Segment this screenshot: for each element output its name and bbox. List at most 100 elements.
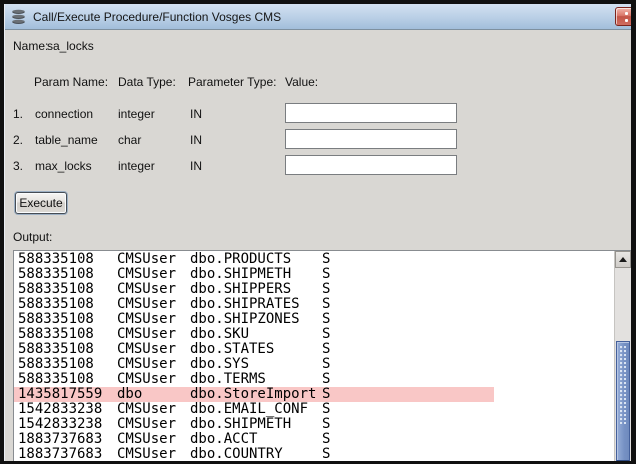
output-cell: S	[322, 266, 331, 282]
output-cell: S	[322, 431, 331, 447]
scrollbar-thumb[interactable]	[616, 341, 630, 461]
database-icon	[12, 9, 25, 24]
output-cell: dbo.SYS	[190, 356, 250, 372]
header-value: Value:	[285, 75, 319, 89]
output-row-highlighted[interactable]: 1435817559 dbo dbo.StoreImport S	[14, 387, 494, 402]
output-cell: S	[322, 371, 331, 387]
param-row-1-name: connection	[35, 107, 94, 121]
output-cell: dbo.PRODUCTS	[190, 251, 292, 267]
vertical-scrollbar[interactable]	[614, 251, 631, 461]
output-cell: CMSUser	[117, 266, 177, 282]
output-cell: CMSUser	[117, 446, 177, 462]
output-label: Output:	[13, 230, 53, 244]
output-cell: CMSUser	[117, 281, 177, 297]
output-cell: 588335108	[18, 326, 94, 342]
output-cell: CMSUser	[117, 401, 177, 417]
output-cell: dbo	[117, 386, 143, 402]
param-row-2-parameter-type: IN	[190, 133, 202, 147]
output-cell: 588335108	[18, 371, 94, 387]
dialog-client-area: Name: sa_locks Param Name: Data Type: Pa…	[5, 30, 631, 461]
output-row[interactable]: 588335108 CMSUser dbo.SYS S	[14, 357, 614, 372]
param-row-2-data-type: char	[118, 133, 142, 147]
output-row[interactable]: 588335108 CMSUser dbo.SHIPPERS S	[14, 282, 614, 297]
output-cell: S	[322, 281, 331, 297]
output-row[interactable]: 588335108 CMSUser dbo.SHIPMETH S	[14, 267, 614, 282]
output-cell: S	[322, 341, 331, 357]
output-cell: 588335108	[18, 356, 94, 372]
output-cell: 588335108	[18, 341, 94, 357]
param-row-3-index: 3.	[13, 159, 24, 173]
output-cell: dbo.TERMS	[190, 371, 266, 387]
output-cell: CMSUser	[117, 416, 177, 432]
window-title: Call/Execute Procedure/Function Vosges C…	[33, 9, 282, 24]
output-cell: CMSUser	[117, 311, 177, 327]
output-row[interactable]: 1883737683 CMSUser dbo.COUNTRY S	[14, 446, 614, 462]
output-cell: S	[322, 356, 331, 372]
output-cell: 1883737683	[18, 431, 103, 447]
output-row[interactable]: 588335108 CMSUser dbo.SKU S	[14, 327, 614, 342]
output-row[interactable]: 588335108 CMSUser dbo.STATES S	[14, 342, 614, 357]
scroll-up-button[interactable]	[615, 251, 631, 268]
output-cell: 588335108	[18, 296, 94, 312]
scroll-up-arrow-icon	[619, 257, 627, 262]
output-row[interactable]: 588335108 CMSUser dbo.PRODUCTS S	[14, 252, 614, 267]
output-cell: CMSUser	[117, 371, 177, 387]
output-cell: dbo.StoreImport	[190, 386, 317, 402]
param-row-2-index: 2.	[13, 133, 24, 147]
output-row[interactable]: 588335108 CMSUser dbo.SHIPZONES S	[14, 312, 614, 327]
output-cell: S	[322, 311, 331, 327]
output-cell: 1435817559	[18, 386, 103, 402]
output-row[interactable]: 1883737683 CMSUser dbo.ACCT S	[14, 432, 614, 447]
param-value-input-3[interactable]	[285, 155, 457, 175]
name-label: Name:	[13, 39, 49, 53]
output-cell: 588335108	[18, 281, 94, 297]
output-cell: S	[322, 251, 331, 267]
output-cell: CMSUser	[117, 251, 177, 267]
output-cell: 1542833238	[18, 416, 103, 432]
param-value-input-1[interactable]	[285, 103, 457, 123]
param-row-1-index: 1.	[13, 107, 24, 121]
output-cell: S	[322, 416, 331, 432]
param-row-2-name: table_name	[35, 133, 98, 147]
output-cell: CMSUser	[117, 356, 177, 372]
output-list[interactable]: 588335108 CMSUser dbo.PRODUCTS S 588335108 CM…	[13, 250, 631, 461]
procedure-name-value: sa_locks	[47, 39, 94, 53]
param-row-1-parameter-type: IN	[190, 107, 202, 121]
output-cell: S	[322, 386, 331, 402]
output-cell: dbo.SHIPMETH	[190, 266, 292, 282]
output-row[interactable]: 588335108 CMSUser dbo.TERMS S	[14, 372, 614, 387]
header-param-name: Param Name:	[34, 75, 109, 89]
dialog-window: Call/Execute Procedure/Function Vosges C…	[4, 4, 631, 461]
output-cell: 588335108	[18, 266, 94, 282]
param-row-1-data-type: integer	[118, 107, 155, 121]
param-row-3-parameter-type: IN	[190, 159, 202, 173]
output-row[interactable]: 1542833238 CMSUser dbo.EMAIL_CONF S	[14, 402, 614, 417]
param-value-input-2[interactable]	[285, 129, 457, 149]
output-cell: S	[322, 296, 331, 312]
output-cell: dbo.ACCT	[190, 431, 258, 447]
param-row-3-data-type: integer	[118, 159, 155, 173]
execute-button[interactable]: Execute	[15, 192, 67, 214]
output-cell: dbo.SHIPPERS	[190, 281, 292, 297]
output-cell: dbo.SKU	[190, 326, 250, 342]
output-list-rows: 588335108 CMSUser dbo.PRODUCTS S 588335108 CM…	[14, 252, 614, 461]
output-cell: CMSUser	[117, 341, 177, 357]
close-button[interactable]	[615, 7, 631, 26]
output-cell: dbo.COUNTRY	[190, 446, 283, 462]
output-cell: S	[322, 446, 331, 462]
output-row[interactable]: 1542833238 CMSUser dbo.SHIPMETH S	[14, 417, 614, 432]
output-cell: CMSUser	[117, 296, 177, 312]
output-cell: CMSUser	[117, 431, 177, 447]
output-cell: CMSUser	[117, 326, 177, 342]
output-cell: dbo.SHIPRATES	[190, 296, 300, 312]
header-data-type: Data Type:	[118, 75, 176, 89]
param-row-3-name: max_locks	[35, 159, 92, 173]
header-parameter-type: Parameter Type:	[188, 75, 277, 89]
output-cell: dbo.SHIPMETH	[190, 416, 292, 432]
output-cell: 588335108	[18, 311, 94, 327]
title-bar[interactable]: Call/Execute Procedure/Function Vosges C…	[5, 4, 631, 30]
output-cell: 1883737683	[18, 446, 103, 462]
output-row[interactable]: 588335108 CMSUser dbo.SHIPRATES S	[14, 297, 614, 312]
output-cell: dbo.SHIPZONES	[190, 311, 300, 327]
